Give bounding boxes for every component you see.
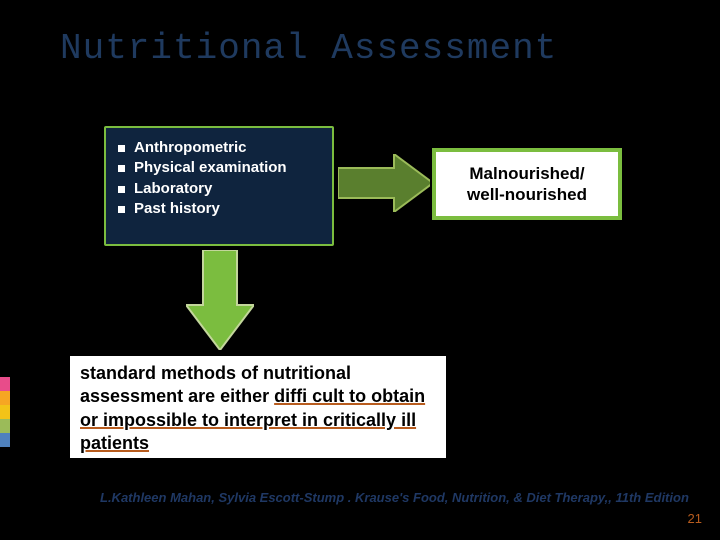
- slide: Nutritional Assessment Anthropometric Ph…: [0, 0, 720, 540]
- list-item: Anthropometric: [134, 138, 318, 158]
- citation-text: L.Kathleen Mahan, Sylvia Escott-Stump . …: [100, 490, 689, 505]
- slide-title: Nutritional Assessment: [60, 28, 557, 69]
- caveat-box: standard methods of nutritional assessme…: [68, 354, 448, 460]
- list-item: Past history: [134, 199, 318, 219]
- outcome-box: Malnourished/ well-nourished: [432, 148, 622, 220]
- left-color-strip: [0, 377, 10, 447]
- page-number: 21: [688, 511, 702, 526]
- list-item: Laboratory: [134, 179, 318, 199]
- assessment-methods-list: Anthropometric Physical examination Labo…: [134, 138, 318, 219]
- assessment-methods-box: Anthropometric Physical examination Labo…: [104, 126, 334, 246]
- list-item: Physical examination: [134, 158, 318, 178]
- outcome-line2: well-nourished: [467, 185, 587, 204]
- down-arrow-icon: [186, 250, 254, 350]
- right-arrow-icon: [338, 154, 433, 212]
- outcome-line1: Malnourished/: [469, 164, 584, 183]
